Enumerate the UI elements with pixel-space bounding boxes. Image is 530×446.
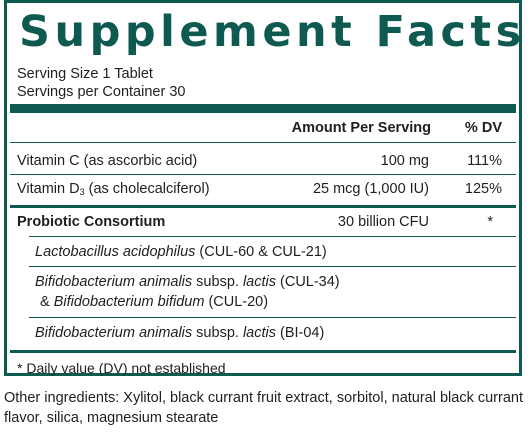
divider bbox=[10, 205, 516, 208]
divider bbox=[10, 174, 516, 175]
divider bbox=[29, 317, 516, 318]
probiotic-amount: 30 billion CFU bbox=[337, 214, 429, 230]
nutrient-name: Vitamin C (as ascorbic acid) bbox=[17, 153, 198, 169]
amount-header: Amount Per Serving bbox=[291, 120, 431, 136]
other-ingredients: Other ingredients: Xylitol, black curran… bbox=[4, 390, 523, 426]
divider bbox=[29, 266, 516, 267]
supplement-facts-panel: Supplement Facts Serving Size 1 Tablet S… bbox=[4, 0, 522, 376]
nutrient-dv: 111% bbox=[467, 153, 502, 169]
dv-header: % DV bbox=[464, 120, 502, 136]
nutrient-name: Vitamin D3 (as cholecalciferol) bbox=[17, 181, 210, 197]
strain-name: Lactobacillus acidophilus (CUL-60 & CUL-… bbox=[35, 244, 327, 260]
nutrient-amount: 100 mg bbox=[380, 153, 429, 169]
footnote: * Daily value (DV) not established bbox=[17, 360, 226, 376]
divider bbox=[10, 350, 516, 353]
strain-name: Bifidobacterium animalis subsp. lactis (… bbox=[35, 274, 340, 290]
serving-size: Serving Size 1 Tablet bbox=[17, 66, 153, 82]
strain-name: Bifidobacterium animalis subsp. lactis (… bbox=[35, 325, 325, 341]
heavy-divider bbox=[10, 104, 516, 113]
strain-name: & Bifidobacterium bifidum (CUL-20) bbox=[40, 294, 269, 310]
probiotic-name: Probiotic Consortium bbox=[17, 214, 166, 230]
servings-per-container: Servings per Container 30 bbox=[17, 84, 186, 100]
divider bbox=[29, 236, 516, 237]
nutrient-amount: 25 mcg (1,000 IU) bbox=[312, 181, 429, 197]
nutrient-dv: 125% bbox=[464, 181, 502, 197]
probiotic-dv: * bbox=[487, 214, 493, 230]
divider bbox=[10, 142, 516, 143]
panel-title: Supplement Facts bbox=[19, 7, 526, 57]
